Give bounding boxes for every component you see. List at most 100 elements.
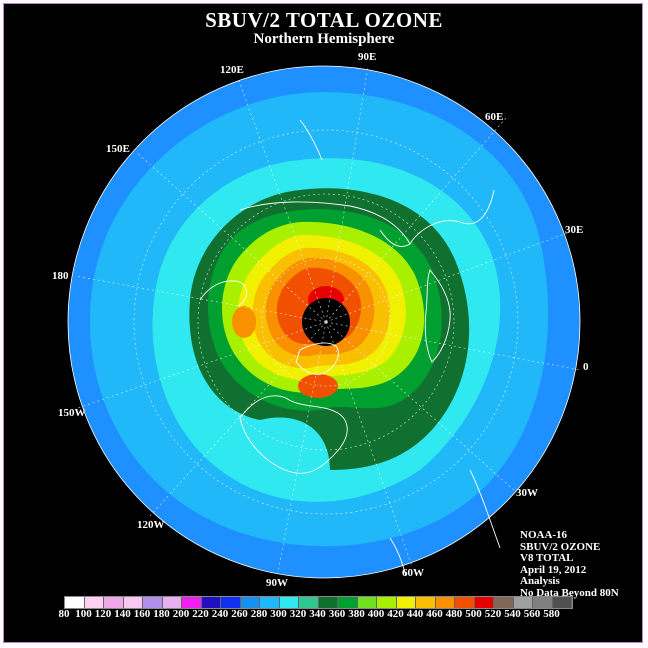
colorbar-label: 480 bbox=[445, 608, 463, 620]
coastline-alaska bbox=[199, 280, 247, 307]
info-coverage: No Data Beyond 80N bbox=[520, 586, 619, 599]
colorbar-label: 140 bbox=[114, 608, 131, 620]
colorbar-box bbox=[533, 597, 553, 608]
colorbar-label: 320 bbox=[289, 608, 307, 620]
colorbar-label: 120 bbox=[94, 608, 112, 620]
info-date: April 19, 2012 bbox=[520, 563, 587, 576]
colorbar-label: 360 bbox=[328, 608, 346, 620]
colorbar-label: 460 bbox=[426, 608, 443, 620]
coastline-europe bbox=[424, 269, 451, 363]
map-boundary bbox=[67, 65, 581, 579]
colorbar-box bbox=[104, 597, 124, 608]
colorbar-box bbox=[357, 597, 377, 608]
coastline-greenland bbox=[295, 342, 339, 375]
graticule bbox=[75, 65, 581, 573]
meridian-180 bbox=[75, 275, 327, 323]
coastline-japan bbox=[299, 119, 323, 161]
info-satellite: NOAA-16 bbox=[520, 529, 568, 541]
lon-label-90e: 90E bbox=[358, 51, 376, 63]
lon-label-150e: 150E bbox=[106, 143, 130, 155]
colorbar-label: 520 bbox=[484, 608, 502, 620]
colorbar-label: 440 bbox=[406, 608, 424, 620]
info-block: NOAA-16 SBUV/2 OZONE V8 TOTAL April 19, … bbox=[520, 529, 619, 599]
colorbar-box bbox=[416, 597, 436, 608]
colorbar-label: 380 bbox=[348, 608, 365, 620]
meridian-120e bbox=[237, 77, 327, 323]
colorbar-box bbox=[279, 597, 299, 608]
meridian-60w bbox=[325, 321, 413, 567]
lon-label-180: 180 bbox=[52, 270, 69, 282]
meridian-30e bbox=[325, 231, 571, 323]
colorbar-label: 500 bbox=[465, 608, 482, 620]
colorbar-label: 180 bbox=[153, 608, 170, 620]
map-subtitle: Northern Hemisphere bbox=[253, 31, 395, 47]
colorbar-label: 340 bbox=[309, 608, 326, 620]
meridian-120w bbox=[149, 321, 327, 517]
ozone-band-440-patch bbox=[232, 306, 256, 338]
colorbar-box bbox=[201, 597, 221, 608]
ozone-band-460-patch bbox=[298, 374, 338, 398]
colorbar-box bbox=[338, 597, 358, 608]
colorbar-label: 400 bbox=[367, 608, 385, 620]
longitude-labels: 90E 120E 60E 150E 30E 180 0 150W 30W 120… bbox=[52, 51, 589, 589]
colorbar-label: 260 bbox=[231, 608, 248, 620]
colorbar-label: 200 bbox=[172, 608, 190, 620]
colorbar-box bbox=[182, 597, 202, 608]
ozone-field bbox=[68, 66, 580, 578]
colorbar-box bbox=[65, 597, 85, 608]
colorbar-label: 560 bbox=[523, 608, 541, 620]
colorbar-label: 580 bbox=[543, 608, 560, 620]
colorbar-box bbox=[299, 597, 319, 608]
colorbar-label: 240 bbox=[211, 608, 229, 620]
map-title: SBUV/2 TOTAL OZONE bbox=[205, 8, 443, 32]
colorbar-label: 80 bbox=[58, 608, 70, 620]
info-product: SBUV/2 OZONE bbox=[520, 540, 601, 553]
coastline-south-america bbox=[389, 537, 407, 577]
meridian-60e bbox=[325, 117, 507, 323]
coastline-africa bbox=[469, 469, 501, 549]
colorbar-box bbox=[513, 597, 533, 608]
lon-label-120e: 120E bbox=[220, 64, 244, 76]
latitude-circle-50 bbox=[197, 193, 455, 451]
lon-label-60w: 60W bbox=[402, 567, 424, 579]
colorbar bbox=[64, 596, 573, 609]
latitude-circle-30 bbox=[133, 129, 519, 515]
colorbar-label: 220 bbox=[192, 608, 209, 620]
colorbar-box bbox=[123, 597, 143, 608]
colorbar-label: 300 bbox=[270, 608, 287, 620]
colorbar-box bbox=[455, 597, 475, 608]
colorbar-box bbox=[377, 597, 397, 608]
lon-label-0: 0 bbox=[583, 361, 589, 373]
coastline-asia bbox=[239, 189, 495, 245]
colorbar-box bbox=[318, 597, 338, 608]
lon-label-120w: 120W bbox=[137, 519, 165, 531]
info-type: Analysis bbox=[520, 575, 560, 587]
colorbar-label: 280 bbox=[250, 608, 268, 620]
info-version: V8 TOTAL bbox=[520, 552, 574, 564]
colorbar-label: 160 bbox=[133, 608, 151, 620]
lon-label-90w: 90W bbox=[266, 577, 288, 589]
colorbar-box bbox=[260, 597, 280, 608]
latitude-circle-70 bbox=[261, 257, 391, 387]
colorbar-box bbox=[240, 597, 260, 608]
coastlines bbox=[199, 119, 501, 577]
colorbar-box bbox=[552, 597, 572, 608]
meridian-0 bbox=[325, 321, 581, 371]
meridian-90e bbox=[325, 65, 369, 323]
colorbar-label: 420 bbox=[387, 608, 404, 620]
colorbar-box bbox=[435, 597, 455, 608]
colorbar-label: 540 bbox=[504, 608, 521, 620]
lon-label-60e: 60E bbox=[485, 111, 503, 123]
lon-label-150w: 150W bbox=[58, 407, 86, 419]
coastline-north-america bbox=[239, 395, 348, 474]
colorbar-box bbox=[162, 597, 182, 608]
meridian-150w bbox=[77, 321, 327, 409]
lon-label-30e: 30E bbox=[565, 224, 583, 236]
colorbar-box bbox=[221, 597, 241, 608]
colorbar-label: 100 bbox=[75, 608, 92, 620]
colorbar-box bbox=[474, 597, 494, 608]
colorbar-box bbox=[494, 597, 514, 608]
lon-label-30w: 30W bbox=[516, 487, 538, 499]
coastline-east-asia bbox=[379, 229, 411, 247]
